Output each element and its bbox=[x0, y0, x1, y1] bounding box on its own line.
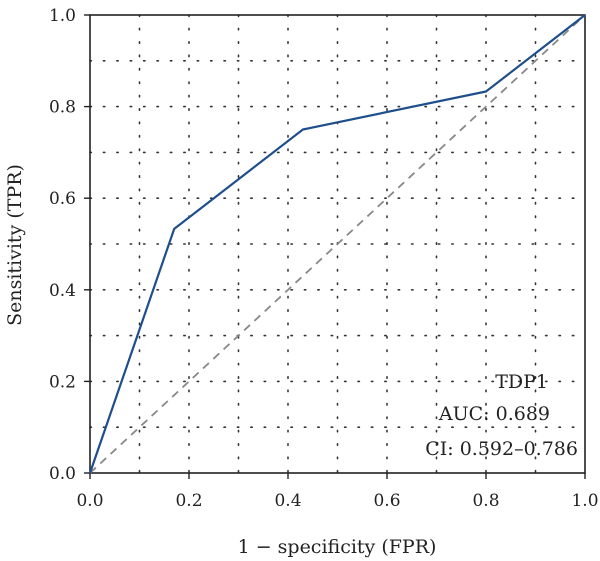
plot-frame bbox=[89, 14, 586, 474]
y-tick-label: 0.6 bbox=[49, 189, 76, 209]
y-tick-label: 0.4 bbox=[49, 281, 76, 301]
annotation-auc: AUC: 0.689 bbox=[438, 403, 550, 425]
axis-ticks: 0.0 0.2 0.4 0.6 0.8 1.0 0.0 0.2 0.4 0.6 0.8 1.0 bbox=[49, 6, 599, 511]
series-group bbox=[88, 14, 586, 474]
x-tick-label: 0.6 bbox=[373, 491, 400, 511]
x-axis-title: 1 − specificity (FPR) bbox=[238, 536, 437, 558]
y-tick-label: 0.8 bbox=[49, 98, 76, 118]
annotation-label: TDP1 bbox=[495, 371, 548, 393]
x-tick-label: 0.2 bbox=[175, 491, 202, 511]
y-tick-label: 1.0 bbox=[49, 6, 76, 26]
roc-curve-line bbox=[88, 14, 586, 474]
annotation-ci: CI: 0.592–0.786 bbox=[425, 438, 578, 460]
x-tick-label: 0.4 bbox=[274, 491, 301, 511]
y-tick-label: 0.2 bbox=[49, 372, 76, 392]
y-tick-label: 0.0 bbox=[49, 464, 76, 484]
x-tick-label: 0.8 bbox=[472, 491, 499, 511]
reference-diagonal-line bbox=[89, 14, 586, 474]
y-axis-title: Sensitivity (TPR) bbox=[4, 164, 26, 326]
x-tick-label: 1.0 bbox=[571, 491, 598, 511]
grid bbox=[89, 14, 586, 474]
x-tick-label: 0.0 bbox=[76, 491, 103, 511]
